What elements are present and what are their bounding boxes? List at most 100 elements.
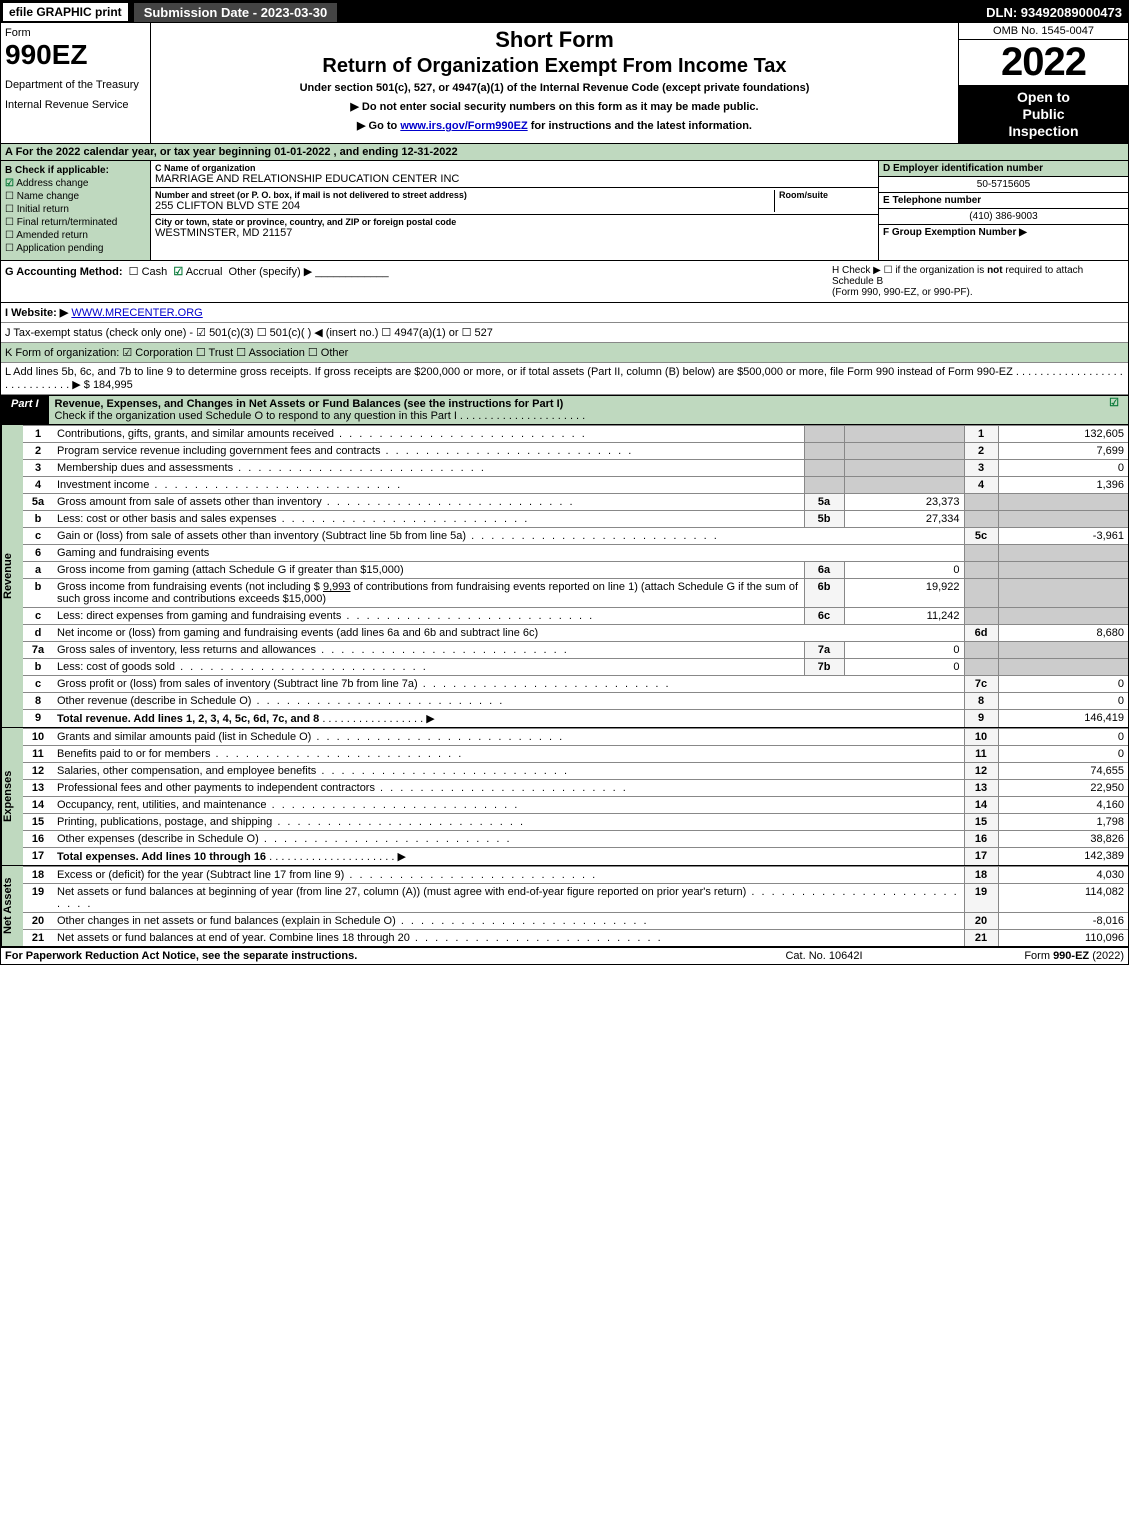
part1-tag: Part I: [1, 396, 49, 424]
chk-initial-return[interactable]: ☐ Initial return: [5, 204, 146, 215]
group-exemption: F Group Exemption Number ▶: [879, 225, 1128, 240]
h-text1: H Check ▶ ☐ if the organization is: [832, 265, 987, 276]
org-name-block: C Name of organization MARRIAGE AND RELA…: [151, 161, 878, 188]
block-bcdef: B Check if applicable: ☑ Address change …: [1, 161, 1128, 261]
col-b-header: B Check if applicable:: [5, 165, 146, 176]
line-5c: cGain or (loss) from sale of assets othe…: [23, 528, 1128, 545]
form-word: Form: [5, 27, 146, 39]
part1-header: Part I Revenue, Expenses, and Changes in…: [1, 395, 1128, 425]
line-6: 6Gaming and fundraising events: [23, 545, 1128, 562]
open3: Inspection: [961, 123, 1126, 140]
sidelabel-revenue: Revenue: [1, 425, 23, 727]
line-6c: cLess: direct expenses from gaming and f…: [23, 608, 1128, 625]
ein-hdr: D Employer identification number: [879, 161, 1128, 177]
instr-pre: ▶ Go to: [357, 120, 400, 132]
g-cash: Cash: [142, 266, 168, 278]
line-5b: bLess: cost or other basis and sales exp…: [23, 511, 1128, 528]
section-revenue: Revenue 1Contributions, gifts, grants, a…: [1, 425, 1128, 728]
open1: Open to: [961, 89, 1126, 106]
org-name: MARRIAGE AND RELATIONSHIP EDUCATION CENT…: [155, 173, 874, 185]
chk-final-return[interactable]: ☐ Final return/terminated: [5, 217, 146, 228]
g-other: Other (specify) ▶: [229, 266, 313, 278]
line-6b: bGross income from fundraising events (n…: [23, 579, 1128, 608]
chk-application-pending[interactable]: ☐ Application pending: [5, 243, 146, 254]
expenses-table: 10Grants and similar amounts paid (list …: [23, 728, 1128, 865]
revenue-table: 1Contributions, gifts, grants, and simil…: [23, 425, 1128, 727]
chk-name-change[interactable]: ☐ Name change: [5, 191, 146, 202]
row-a-taxyear: A For the 2022 calendar year, or tax yea…: [1, 144, 1128, 161]
line-18: 18Excess or (deficit) for the year (Subt…: [23, 867, 1128, 884]
row-i: I Website: ▶ WWW.MRECENTER.ORG: [1, 303, 1128, 323]
street-block: Number and street (or P. O. box, if mail…: [151, 188, 878, 215]
i-label: I Website: ▶: [5, 307, 68, 319]
open2: Public: [961, 106, 1126, 123]
line-4: 4Investment income41,396: [23, 477, 1128, 494]
section-expenses: Expenses 10Grants and similar amounts pa…: [1, 728, 1128, 866]
col-b-checkboxes: B Check if applicable: ☑ Address change …: [1, 161, 151, 260]
l-value: $ 184,995: [84, 379, 133, 391]
instr-ssn: ▶ Do not enter social security numbers o…: [159, 100, 950, 113]
col-c-org: C Name of organization MARRIAGE AND RELA…: [151, 161, 878, 260]
part1-check[interactable]: ☑: [1100, 396, 1128, 424]
open-public: Open to Public Inspection: [959, 85, 1128, 143]
return-title: Return of Organization Exempt From Incom…: [159, 55, 950, 78]
line-6d: dNet income or (loss) from gaming and fu…: [23, 625, 1128, 642]
line-17: 17Total expenses. Add lines 10 through 1…: [23, 848, 1128, 866]
line-5a: 5aGross amount from sale of assets other…: [23, 494, 1128, 511]
part1-sub: Check if the organization used Schedule …: [55, 410, 586, 422]
line-7c: cGross profit or (loss) from sales of in…: [23, 676, 1128, 693]
line-12: 12Salaries, other compensation, and empl…: [23, 763, 1128, 780]
row-h: H Check ▶ ☐ if the organization is not r…: [828, 261, 1128, 302]
chk-amended-return[interactable]: ☐ Amended return: [5, 230, 146, 241]
g-label: G Accounting Method:: [5, 266, 123, 278]
under-section: Under section 501(c), 527, or 4947(a)(1)…: [159, 82, 950, 94]
city-block: City or town, state or province, country…: [151, 215, 878, 241]
efile-print-button[interactable]: efile GRAPHIC print: [3, 3, 128, 21]
line-3: 3Membership dues and assessments30: [23, 460, 1128, 477]
form-header: Form 990EZ Department of the Treasury In…: [1, 23, 1128, 144]
line-19: 19Net assets or fund balances at beginni…: [23, 884, 1128, 913]
line-6a: aGross income from gaming (attach Schedu…: [23, 562, 1128, 579]
line-11: 11Benefits paid to or for members110: [23, 746, 1128, 763]
footer: For Paperwork Reduction Act Notice, see …: [1, 948, 1128, 964]
line-7b: bLess: cost of goods sold7b0: [23, 659, 1128, 676]
sidelabel-netassets: Net Assets: [1, 866, 23, 946]
row-gh: G Accounting Method: ☐ Cash ☑ Accrual Ot…: [1, 261, 1128, 303]
line-14: 14Occupancy, rent, utilities, and mainte…: [23, 797, 1128, 814]
short-form-title: Short Form: [159, 27, 950, 53]
row-l: L Add lines 5b, 6c, and 7b to line 9 to …: [1, 363, 1128, 395]
instr-post: for instructions and the latest informat…: [528, 120, 752, 132]
h-not: not: [987, 265, 1003, 276]
header-mid: Short Form Return of Organization Exempt…: [151, 23, 958, 143]
header-left: Form 990EZ Department of the Treasury In…: [1, 23, 151, 143]
part1-title: Revenue, Expenses, and Changes in Net As…: [49, 396, 1100, 424]
phone: (410) 386-9003: [879, 209, 1128, 225]
line-9: 9Total revenue. Add lines 1, 2, 3, 4, 5c…: [23, 710, 1128, 728]
org-name-hdr: C Name of organization: [155, 163, 874, 173]
row-j: J Tax-exempt status (check only one) - ☑…: [1, 323, 1128, 343]
form-number: 990EZ: [5, 39, 146, 71]
ein: 50-5715605: [879, 177, 1128, 193]
line-21: 21Net assets or fund balances at end of …: [23, 930, 1128, 947]
col-def: D Employer identification number 50-5715…: [878, 161, 1128, 260]
footer-catno: Cat. No. 10642I: [724, 950, 924, 962]
dept-irs: Internal Revenue Service: [5, 99, 146, 111]
row-g: G Accounting Method: ☐ Cash ☑ Accrual Ot…: [1, 261, 828, 302]
city-hdr: City or town, state or province, country…: [155, 217, 874, 227]
footer-right: Form 990-EZ (2022): [924, 950, 1124, 962]
dln-number: DLN: 93492089000473: [986, 5, 1128, 20]
tax-year: 2022: [959, 40, 1128, 85]
row-k: K Form of organization: ☑ Corporation ☐ …: [1, 343, 1128, 363]
room-hdr: Room/suite: [779, 190, 874, 200]
section-netassets: Net Assets 18Excess or (deficit) for the…: [1, 866, 1128, 948]
line-13: 13Professional fees and other payments t…: [23, 780, 1128, 797]
website-link[interactable]: WWW.MRECENTER.ORG: [71, 307, 202, 319]
irs-link[interactable]: www.irs.gov/Form990EZ: [400, 120, 527, 132]
topbar: efile GRAPHIC print Submission Date - 20…: [1, 1, 1128, 23]
line-2: 2Program service revenue including gover…: [23, 443, 1128, 460]
dept-treasury: Department of the Treasury: [5, 79, 146, 91]
form-container: efile GRAPHIC print Submission Date - 20…: [0, 0, 1129, 965]
omb-number: OMB No. 1545-0047: [959, 23, 1128, 40]
footer-left: For Paperwork Reduction Act Notice, see …: [5, 950, 724, 962]
chk-address-change[interactable]: ☑ Address change: [5, 178, 146, 189]
